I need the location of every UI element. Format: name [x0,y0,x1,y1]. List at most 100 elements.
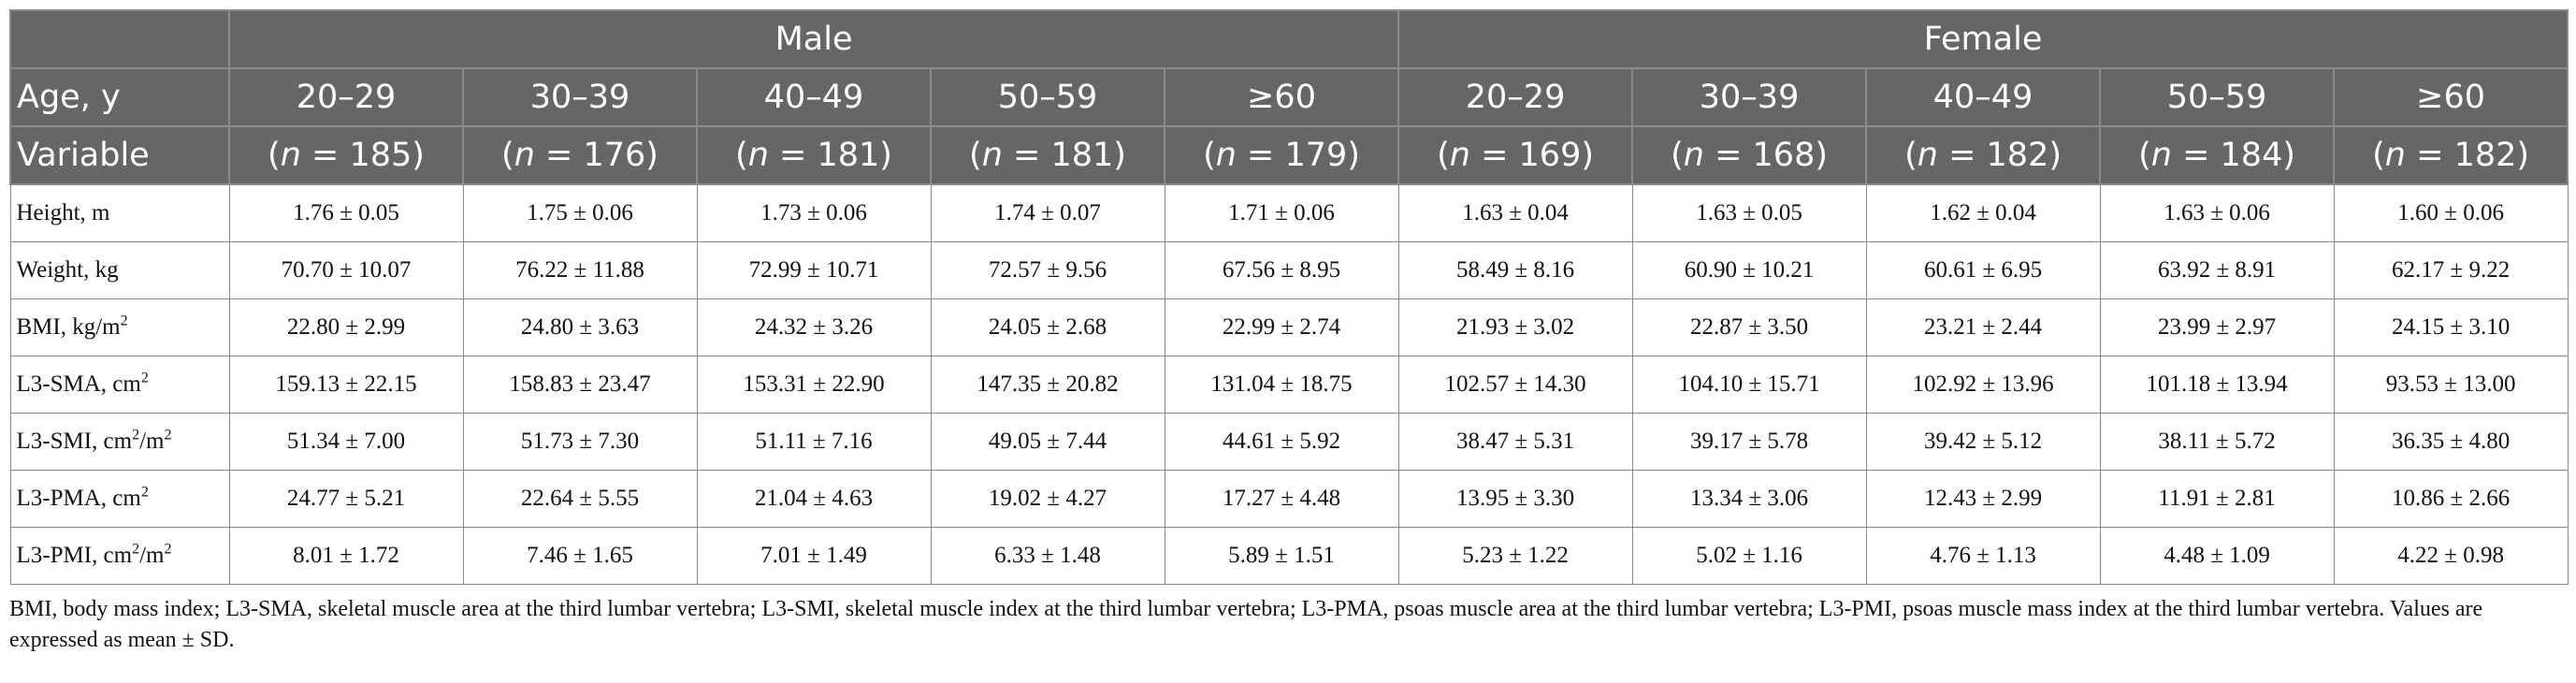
header-n-count: (n = 184) [2099,125,2336,185]
table-cell: 51.11 ± 7.16 [696,413,932,471]
table-cell: 22.80 ± 2.99 [228,298,464,356]
table-cell: 13.95 ± 3.30 [1397,470,1633,528]
table-row: Weight, kg 70.70 ± 10.07 76.22 ± 11.88 72.9… [9,241,2569,299]
data-table: Male Female Age, y 20–29 30–39 40–49 50–59 ≥… [9,9,2569,585]
table-cell: 1.62 ± 0.04 [1865,183,2101,242]
unit-superscript: 2 [132,541,140,558]
n-symbol: n [1917,137,1938,174]
table-cell: 131.04 ± 18.75 [1164,356,1399,414]
table-cell: 70.70 ± 10.07 [228,241,464,299]
n-value: 181 [817,137,880,174]
table-cell: 58.49 ± 8.16 [1397,241,1633,299]
table-cell: 102.57 ± 14.30 [1397,356,1633,414]
row-label-text: L3-SMI, cm [16,429,133,454]
n-value: 169 [1518,137,1582,174]
table-cell: 38.11 ± 5.72 [2099,413,2335,471]
header-n-count: (n = 169) [1397,125,1634,185]
table-container: Male Female Age, y 20–29 30–39 40–49 50–59 ≥… [9,9,2569,656]
table-cell: 1.63 ± 0.05 [1631,183,1867,242]
table-row: L3-PMI, cm2/m2 8.01 ± 1.72 7.46 ± 1.65 7.01… [9,527,2569,585]
header-n-count: (n = 181) [696,125,932,185]
table-cell: 147.35 ± 20.82 [930,356,1165,414]
header-n-count: (n = 182) [2333,125,2569,185]
n-value: 179 [1284,137,1348,174]
table-cell: 7.01 ± 1.49 [696,527,932,585]
n-symbol: n [2384,137,2406,174]
table-cell: 6.33 ± 1.48 [930,527,1165,585]
table-cell: 11.91 ± 2.81 [2099,470,2335,528]
unit-superscript: 2 [132,427,140,443]
header-age-group: 40–49 [1865,67,2102,127]
unit-superscript: 2 [120,312,128,329]
row-label: L3-SMA, cm2 [9,356,230,414]
row-label-text: L3-PMA, cm [16,486,141,511]
table-row: L3-SMI, cm2/m2 51.34 ± 7.00 51.73 ± 7.30 51… [9,413,2569,471]
header-age-group: 40–49 [696,67,932,127]
table-cell: 1.75 ± 0.06 [462,183,698,242]
n-symbol: n [1449,137,1470,174]
table-cell: 19.02 ± 4.27 [930,470,1165,528]
table-cell: 23.21 ± 2.44 [1865,298,2101,356]
n-symbol: n [1683,137,1704,174]
table-cell: 39.17 ± 5.78 [1631,413,1867,471]
table-cell: 22.64 ± 5.55 [462,470,698,528]
n-value: 182 [1986,137,2049,174]
table-cell: 102.92 ± 13.96 [1865,356,2101,414]
table-cell: 10.86 ± 2.66 [2333,470,2569,528]
table-cell: 51.34 ± 7.00 [228,413,464,471]
n-value: 181 [1050,137,1114,174]
table-cell: 62.17 ± 9.22 [2333,241,2569,299]
table-cell: 4.22 ± 0.98 [2333,527,2569,585]
header-n-count: (n = 185) [228,125,464,185]
unit-superscript: 2 [140,484,149,501]
table-cell: 4.76 ± 1.13 [1865,527,2101,585]
n-value: 185 [349,137,412,174]
row-label-text: BMI, kg/m [16,314,121,340]
table-cell: 24.15 ± 3.10 [2333,298,2569,356]
table-cell: 4.48 ± 1.09 [2099,527,2335,585]
unit-suffix: /m2 [139,427,172,454]
table-cell: 72.57 ± 9.56 [930,241,1165,299]
table-cell: 101.18 ± 13.94 [2099,356,2335,414]
table-cell: 60.61 ± 6.95 [1865,241,2101,299]
table-footnote: BMI, body mass index; L3-SMA, skeletal m… [9,597,2483,652]
header-n-count: (n = 168) [1631,125,1868,185]
table-cell: 36.35 ± 4.80 [2333,413,2569,471]
table-cell: 8.01 ± 1.72 [228,527,464,585]
n-symbol: n [1215,137,1237,174]
table-cell: 1.71 ± 0.06 [1164,183,1399,242]
n-symbol: n [981,137,1003,174]
table-cell: 23.99 ± 2.97 [2099,298,2335,356]
row-label-text: L3-PMI, cm [16,543,133,568]
row-label: L3-PMI, cm2/m2 [9,527,230,585]
table-cell: 93.53 ± 13.00 [2333,356,2569,414]
header-row-group: Male Female [9,9,2569,69]
table-cell: 5.02 ± 1.16 [1631,527,1867,585]
n-symbol: n [280,137,301,174]
table-cell: 44.61 ± 5.92 [1164,413,1399,471]
row-label: Weight, kg [9,241,230,299]
header-empty-cell [9,9,230,69]
header-age-group: ≥60 [2333,67,2569,127]
header-age-group: 30–39 [462,67,698,127]
table-cell: 1.73 ± 0.06 [696,183,932,242]
table-cell: 5.89 ± 1.51 [1164,527,1399,585]
table-cell: 21.04 ± 4.63 [696,470,932,528]
table-cell: 7.46 ± 1.65 [462,527,698,585]
header-n-count: (n = 181) [930,125,1165,185]
table-row: BMI, kg/m2 22.80 ± 2.99 24.80 ± 3.63 24.32 … [9,298,2569,356]
n-value: 184 [2220,137,2283,174]
row-label: BMI, kg/m2 [9,298,230,356]
table-cell: 22.87 ± 3.50 [1631,298,1867,356]
table-cell: 12.43 ± 2.99 [1865,470,2101,528]
n-symbol: n [747,137,769,174]
header-group-male: Male [227,9,1400,69]
table-row: L3-PMA, cm2 24.77 ± 5.21 22.64 ± 5.55 21.04… [9,470,2569,528]
unit-superscript: 2 [140,370,149,386]
row-label-text: Height, m [16,200,110,225]
table-cell: 1.74 ± 0.07 [930,183,1165,242]
table-cell: 63.92 ± 8.91 [2099,241,2335,299]
table-body: Height, m 1.76 ± 0.05 1.75 ± 0.06 1.73 ± 0.… [9,183,2569,585]
row-label: L3-SMI, cm2/m2 [9,413,230,471]
header-n-count: (n = 182) [1865,125,2102,185]
